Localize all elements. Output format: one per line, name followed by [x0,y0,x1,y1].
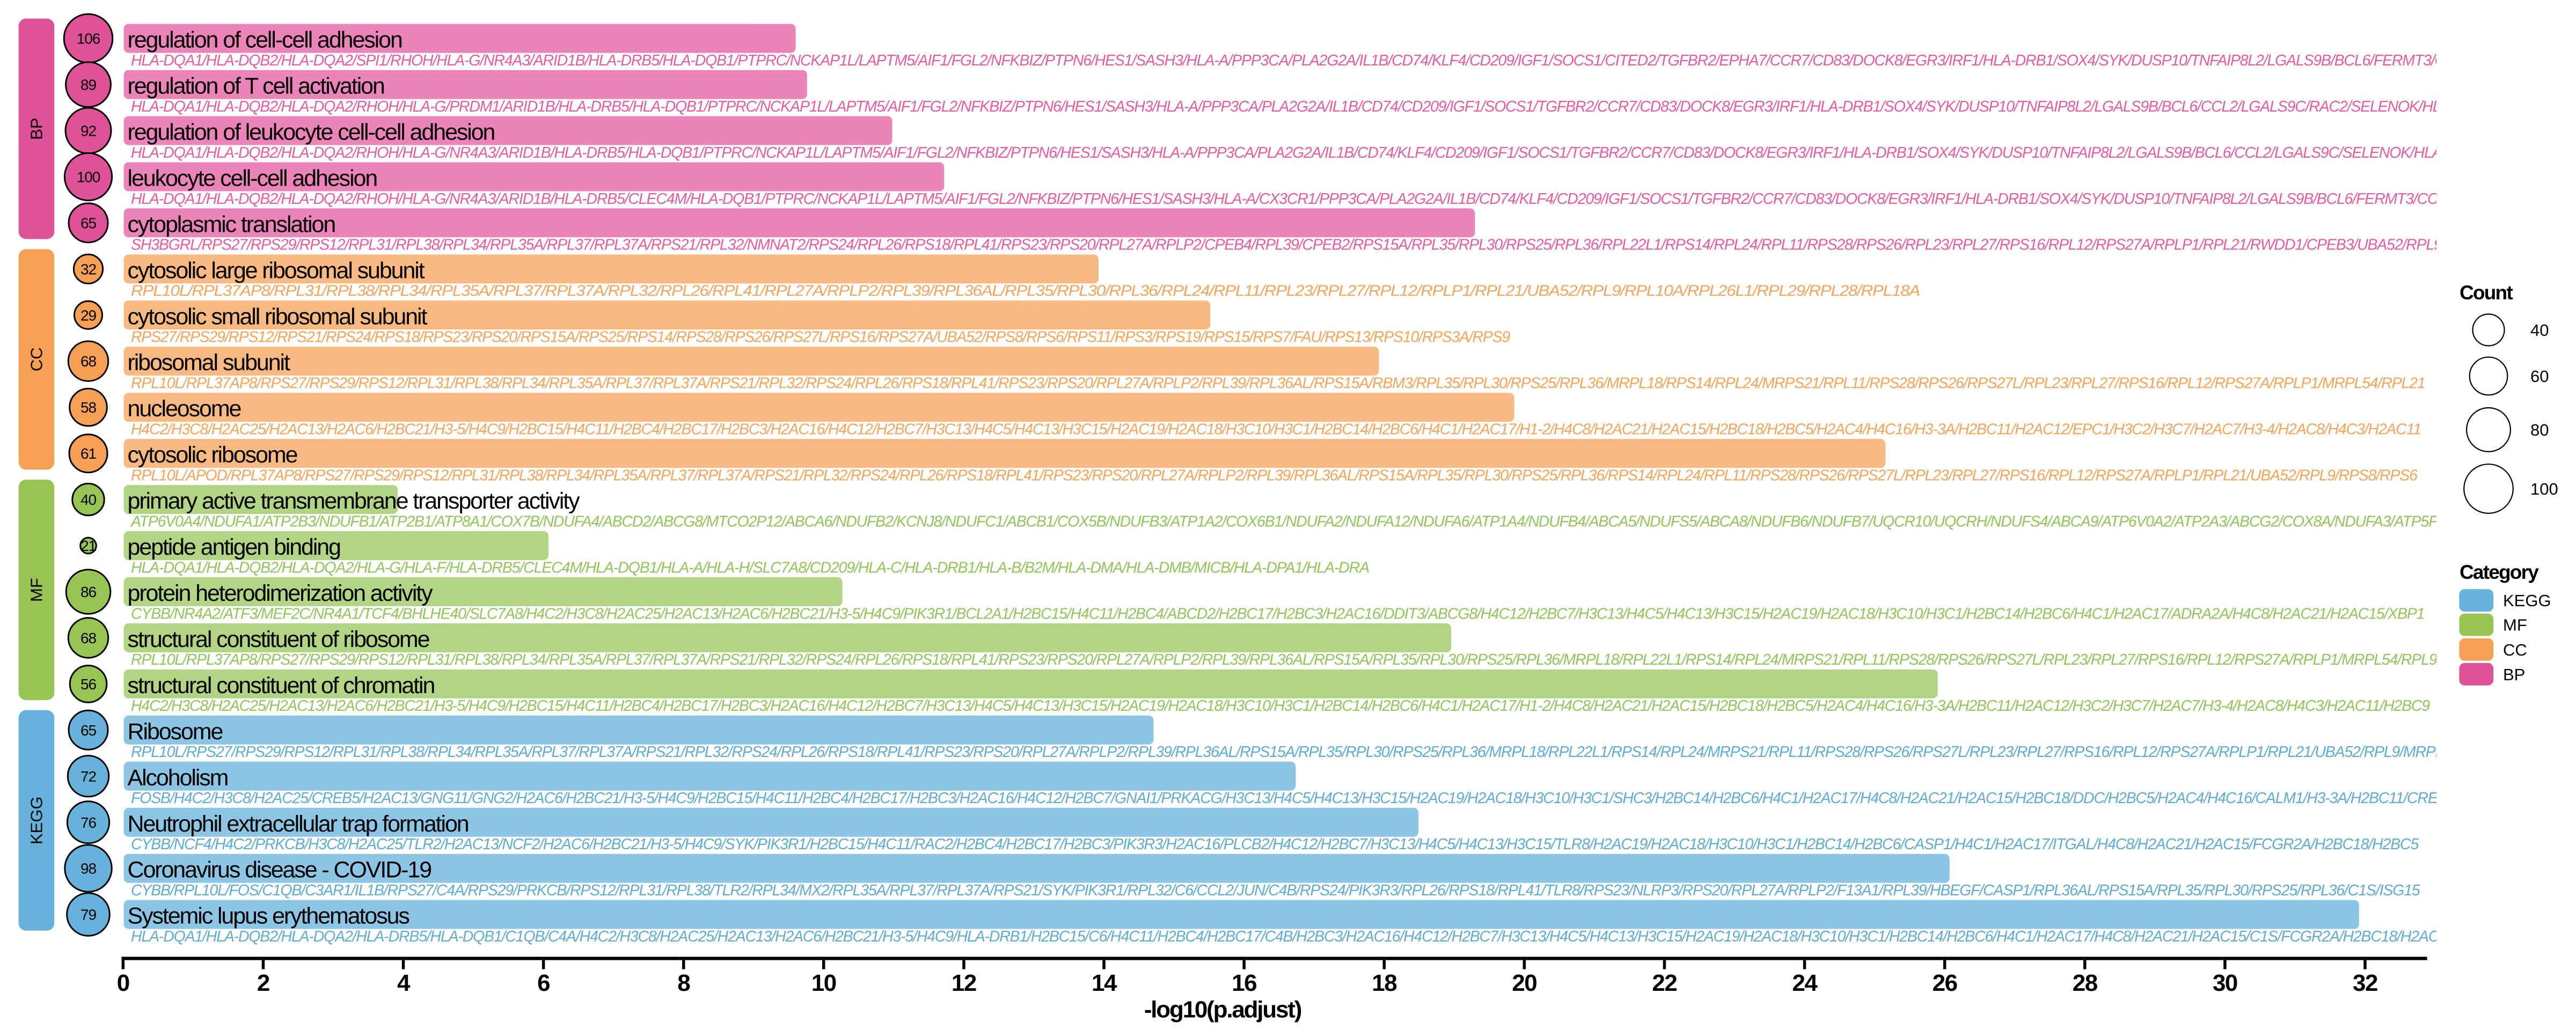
svg-text:CYBB/NR4A2/ATF3/MEF2C/NR4A1/TC: CYBB/NR4A2/ATF3/MEF2C/NR4A1/TCF4/BHLHE40… [131,605,2424,622]
svg-text:24: 24 [1792,970,1818,996]
svg-text:CYBB/RPL10L/FOS/C1QB/C3AR1/IL1: CYBB/RPL10L/FOS/C1QB/C3AR1/IL1B/RPS27/C4… [131,882,2421,899]
svg-text:HLA-DQA1/HLA-DQB2/HLA-DQA2/SPI: HLA-DQA1/HLA-DQB2/HLA-DQA2/SPI1/RHOH/HLA… [131,52,2576,69]
svg-text:14: 14 [1092,970,1117,996]
svg-text:80: 80 [2530,421,2549,439]
svg-text:H4C2/H3C8/H2AC25/H2AC13/H2AC6/: H4C2/H3C8/H2AC25/H2AC13/H2AC6/H2BC21/H3-… [131,421,2421,438]
svg-text:CC: CC [27,348,46,372]
svg-text:H4C2/H3C8/H2AC25/H2AC13/H2AC6/: H4C2/H3C8/H2AC25/H2AC13/H2AC6/H2BC21/H3-… [131,697,2430,715]
svg-text:regulation of leukocyte cell-c: regulation of leukocyte cell-cell adhesi… [128,120,495,145]
svg-text:RPL10L/APOD/RPL37AP8/RPS27/RPS: RPL10L/APOD/RPL37AP8/RPS27/RPS29/RPS12/R… [131,467,2418,484]
svg-text:58: 58 [80,399,96,416]
svg-text:2: 2 [257,970,269,996]
svg-text:100: 100 [2530,480,2558,498]
svg-text:structural constituent of ribo: structural constituent of ribosome [128,627,429,652]
svg-text:Systemic lupus erythematosus: Systemic lupus erythematosus [128,903,409,929]
svg-text:cytosolic small ribosomal subu: cytosolic small ribosomal subunit [128,304,428,329]
svg-text:ATP6V0A4/NDUFA1/ATP2B3/NDUFB1/: ATP6V0A4/NDUFA1/ATP2B3/NDUFB1/ATP2B1/ATP… [130,513,2455,530]
svg-text:72: 72 [80,768,96,785]
svg-text:12: 12 [952,970,976,996]
svg-text:100: 100 [77,169,100,186]
svg-text:RPL10L/RPL37AP8/RPS27/RPS29/RP: RPL10L/RPL37AP8/RPS27/RPS29/RPS12/RPL31/… [131,651,2438,668]
svg-text:92: 92 [80,123,96,139]
svg-text:32: 32 [2353,970,2377,996]
svg-text:ribosomal subunit: ribosomal subunit [128,350,290,376]
svg-text:HLA-DQA1/HLA-DQB2/HLA-DQA2/RHO: HLA-DQA1/HLA-DQB2/HLA-DQA2/RHOH/HLA-G/NR… [131,190,2523,208]
svg-text:HLA-DQA1/HLA-DQB2/HLA-DQA2/HLA: HLA-DQA1/HLA-DQB2/HLA-DQA2/HLA-DRB5/HLA-… [131,928,2447,945]
svg-text:BP: BP [2503,665,2525,684]
svg-text:Alcoholism: Alcoholism [128,765,228,791]
svg-text:RPS27/RPS29/RPS12/RPS21/RPS24/: RPS27/RPS29/RPS12/RPS21/RPS24/RPS18/RPS2… [131,329,1510,346]
svg-text:65: 65 [80,215,96,231]
svg-text:89: 89 [80,77,96,93]
svg-text:28: 28 [2073,970,2098,996]
svg-text:regulation of cell-cell adhesi: regulation of cell-cell adhesion [128,27,402,53]
svg-text:FOSB/H4C2/H3C8/H2AC25/CREB5/H2: FOSB/H4C2/H3C8/H2AC25/CREB5/H2AC13/GNG11… [131,790,2471,807]
svg-text:65: 65 [80,722,96,739]
svg-text:regulation of T cell activatio: regulation of T cell activation [128,73,384,99]
svg-text:MF: MF [27,578,46,602]
svg-text:68: 68 [80,630,96,646]
svg-text:21: 21 [80,538,96,554]
svg-text:peptide antigen binding: peptide antigen binding [128,534,341,560]
svg-text:32: 32 [80,261,96,277]
svg-text:20: 20 [1512,970,1536,996]
svg-text:61: 61 [80,445,96,462]
svg-text:40: 40 [80,491,96,508]
svg-text:98: 98 [80,860,96,877]
svg-text:cytosolic ribosome: cytosolic ribosome [128,442,297,468]
svg-text:60: 60 [2530,367,2549,386]
svg-text:8: 8 [677,970,690,996]
svg-text:68: 68 [80,353,96,370]
svg-text:protein heterodimerization act: protein heterodimerization activity [128,580,434,606]
svg-text:106: 106 [77,31,100,47]
svg-text:4: 4 [397,970,411,996]
svg-text:RPL10L/RPS27/RPS29/RPS12/RPL31: RPL10L/RPS27/RPS29/RPS12/RPL31/RPL38/RPL… [131,744,2460,761]
svg-text:RPL10L/RPL37AP8/RPL31/RPL38/RP: RPL10L/RPL37AP8/RPL31/RPL38/RPL34/RPL35A… [131,283,1920,300]
svg-text:cytosolic large ribosomal subu: cytosolic large ribosomal subunit [128,258,425,283]
svg-text:HLA-DQA1/HLA-DQB2/HLA-DQA2/HLA: HLA-DQA1/HLA-DQB2/HLA-DQA2/HLA-G/HLA-F/H… [131,559,1369,576]
svg-text:nucleosome: nucleosome [128,396,241,422]
svg-text:10: 10 [811,970,836,996]
svg-text:-log10(p.adjust): -log10(p.adjust) [1144,997,1301,1023]
svg-text:RPL10L/RPL37AP8/RPS27/RPS29/RP: RPL10L/RPL37AP8/RPS27/RPS29/RPS12/RPL31/… [131,375,2425,392]
svg-text:30: 30 [2213,970,2237,996]
svg-text:16: 16 [1232,970,1256,996]
svg-text:KEGG: KEGG [27,797,46,845]
svg-text:primary active transmembrane t: primary active transmembrane transporter… [128,488,581,514]
svg-text:76: 76 [80,814,96,831]
svg-text:79: 79 [80,907,96,923]
svg-text:6: 6 [537,970,550,996]
svg-text:18: 18 [1372,970,1397,996]
svg-text:HLA-DQA1/HLA-DQB2/HLA-DQA2/RHO: HLA-DQA1/HLA-DQB2/HLA-DQA2/RHOH/HLA-G/NR… [131,144,2569,161]
svg-text:MF: MF [2503,616,2527,635]
svg-text:22: 22 [1652,970,1677,996]
svg-text:40: 40 [2530,321,2549,340]
svg-text:cytoplasmic translation: cytoplasmic translation [128,211,335,237]
svg-text:KEGG: KEGG [2503,591,2551,610]
svg-text:86: 86 [80,584,96,600]
svg-text:56: 56 [80,676,96,693]
svg-text:CC: CC [2503,641,2527,659]
svg-text:29: 29 [80,307,96,323]
svg-text:structural constituent of chro: structural constituent of chromatin [128,673,435,698]
svg-text:leukocyte cell-cell adhesion: leukocyte cell-cell adhesion [128,166,377,192]
svg-text:BP: BP [27,117,46,139]
svg-text:HLA-DQA1/HLA-DQB2/HLA-DQA2/RHO: HLA-DQA1/HLA-DQB2/HLA-DQA2/RHOH/HLA-G/PR… [131,98,2576,115]
svg-text:Coronavirus disease - COVID-19: Coronavirus disease - COVID-19 [128,857,431,883]
svg-text:26: 26 [1933,970,1957,996]
svg-text:Category: Category [2460,561,2539,583]
svg-text:SH3BGRL/RPS27/RPS29/RPS12/RPL3: SH3BGRL/RPS27/RPS29/RPS12/RPL31/RPL38/RP… [131,237,2442,254]
svg-text:CYBB/NCF4/H4C2/PRKCB/H3C8/H2AC: CYBB/NCF4/H4C2/PRKCB/H3C8/H2AC25/TLR2/H2… [131,836,2419,853]
svg-text:Neutrophil extracellular trap: Neutrophil extracellular trap formation [128,811,469,837]
svg-text:Ribosome: Ribosome [128,719,223,745]
svg-text:Count: Count [2460,282,2513,304]
svg-text:0: 0 [117,970,129,996]
